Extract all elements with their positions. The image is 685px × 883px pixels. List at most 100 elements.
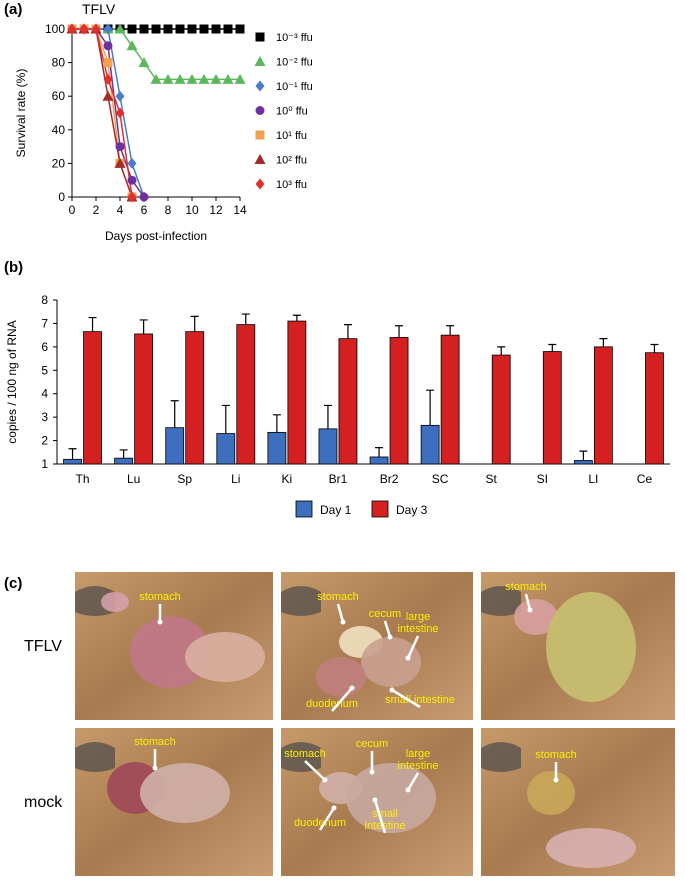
error-bar xyxy=(88,316,97,332)
marker xyxy=(114,23,126,34)
panel-label: (c) xyxy=(4,575,22,592)
legend-swatch xyxy=(255,178,265,190)
marker xyxy=(115,142,125,152)
organ xyxy=(527,771,575,815)
y-tick-label: 100 xyxy=(45,22,65,36)
photo-fur xyxy=(75,742,115,772)
bar xyxy=(216,433,236,465)
marker xyxy=(102,90,114,101)
row-label: TFLV xyxy=(24,638,62,655)
arrow-head xyxy=(369,769,375,775)
x-tick-label: 8 xyxy=(165,203,172,217)
photo-label: intestine xyxy=(365,820,406,832)
y-tick-label: 8 xyxy=(41,293,48,307)
bar xyxy=(369,456,389,465)
marker xyxy=(223,24,233,34)
arrow xyxy=(524,593,532,611)
arrow xyxy=(406,635,420,659)
marker xyxy=(186,73,198,84)
x-tick-label: 2 xyxy=(93,203,100,217)
arrow xyxy=(331,687,353,712)
marker xyxy=(151,24,161,34)
y-tick-label: 60 xyxy=(52,89,66,103)
x-axis-label: Days post-infection xyxy=(105,229,207,243)
y-tick-label: 3 xyxy=(41,410,48,424)
arrow-head xyxy=(152,765,158,771)
legend-swatch xyxy=(254,56,266,66)
x-tick-label: St xyxy=(486,472,498,486)
marker xyxy=(162,73,174,84)
photo-label: large xyxy=(406,611,430,623)
x-tick-label: Ce xyxy=(637,472,653,486)
error-bar xyxy=(343,324,352,339)
marker xyxy=(211,24,221,34)
marker xyxy=(127,24,137,34)
legend-label: 10⁻³ ffu xyxy=(276,32,313,44)
bar xyxy=(389,337,409,465)
panel-label: (a) xyxy=(4,1,22,18)
marker xyxy=(114,157,126,168)
marker xyxy=(115,90,125,102)
photo-label: stomach xyxy=(535,749,577,761)
photo-label: stomach xyxy=(317,591,359,603)
legend-swatch xyxy=(255,32,265,42)
marker xyxy=(139,192,149,202)
arrow xyxy=(318,807,336,831)
marker xyxy=(67,23,77,35)
arrow-head xyxy=(405,787,411,793)
bar xyxy=(318,428,338,465)
marker xyxy=(127,175,137,185)
bar xyxy=(114,457,134,465)
error-bar xyxy=(599,338,608,347)
marker xyxy=(222,73,234,84)
error-bar xyxy=(446,325,455,336)
photo-fur xyxy=(281,742,321,772)
chart-title: TFLV xyxy=(82,1,116,17)
organ xyxy=(361,637,421,687)
x-tick-label: 6 xyxy=(141,203,148,217)
arrow xyxy=(336,603,345,623)
error-bar xyxy=(548,343,557,352)
marker xyxy=(126,40,138,51)
y-tick-label: 7 xyxy=(41,316,48,330)
legend-label: 10³ ffu xyxy=(276,179,307,191)
y-tick-label: 4 xyxy=(41,387,48,401)
bar xyxy=(287,320,307,465)
error-bar xyxy=(323,404,332,429)
x-tick-label: Th xyxy=(76,472,90,486)
marker xyxy=(235,24,245,34)
organ xyxy=(316,657,366,697)
bar xyxy=(185,331,205,465)
bar xyxy=(83,331,102,465)
photo-label: small xyxy=(372,808,398,820)
bar xyxy=(573,460,593,465)
photo-label: intestine xyxy=(398,623,439,635)
y-tick-label: 5 xyxy=(41,363,48,377)
y-tick-label: 40 xyxy=(52,123,66,137)
arrow-head xyxy=(322,777,328,783)
marker xyxy=(234,73,246,84)
marker xyxy=(139,24,149,34)
bar xyxy=(236,324,256,465)
photo-fur xyxy=(281,586,321,616)
error-bar xyxy=(395,325,404,338)
arrow-head xyxy=(157,619,163,625)
bar xyxy=(134,333,154,465)
error-bar xyxy=(221,404,230,434)
x-tick-label: SC xyxy=(432,472,449,486)
series-line xyxy=(72,28,145,198)
arrow xyxy=(373,799,387,834)
legend-swatch xyxy=(295,500,313,518)
arrow xyxy=(304,760,326,781)
bar xyxy=(267,431,287,465)
arrow-head xyxy=(553,777,559,783)
legend-label: Day 1 xyxy=(320,503,352,517)
legend-label: 10² ffu xyxy=(276,155,307,167)
arrow-head xyxy=(405,655,411,661)
x-tick-label: 0 xyxy=(69,203,76,217)
photo-label: stomach xyxy=(284,748,326,760)
arrow-head xyxy=(331,805,337,811)
legend-label: Day 3 xyxy=(396,503,428,517)
error-bar xyxy=(292,314,301,322)
